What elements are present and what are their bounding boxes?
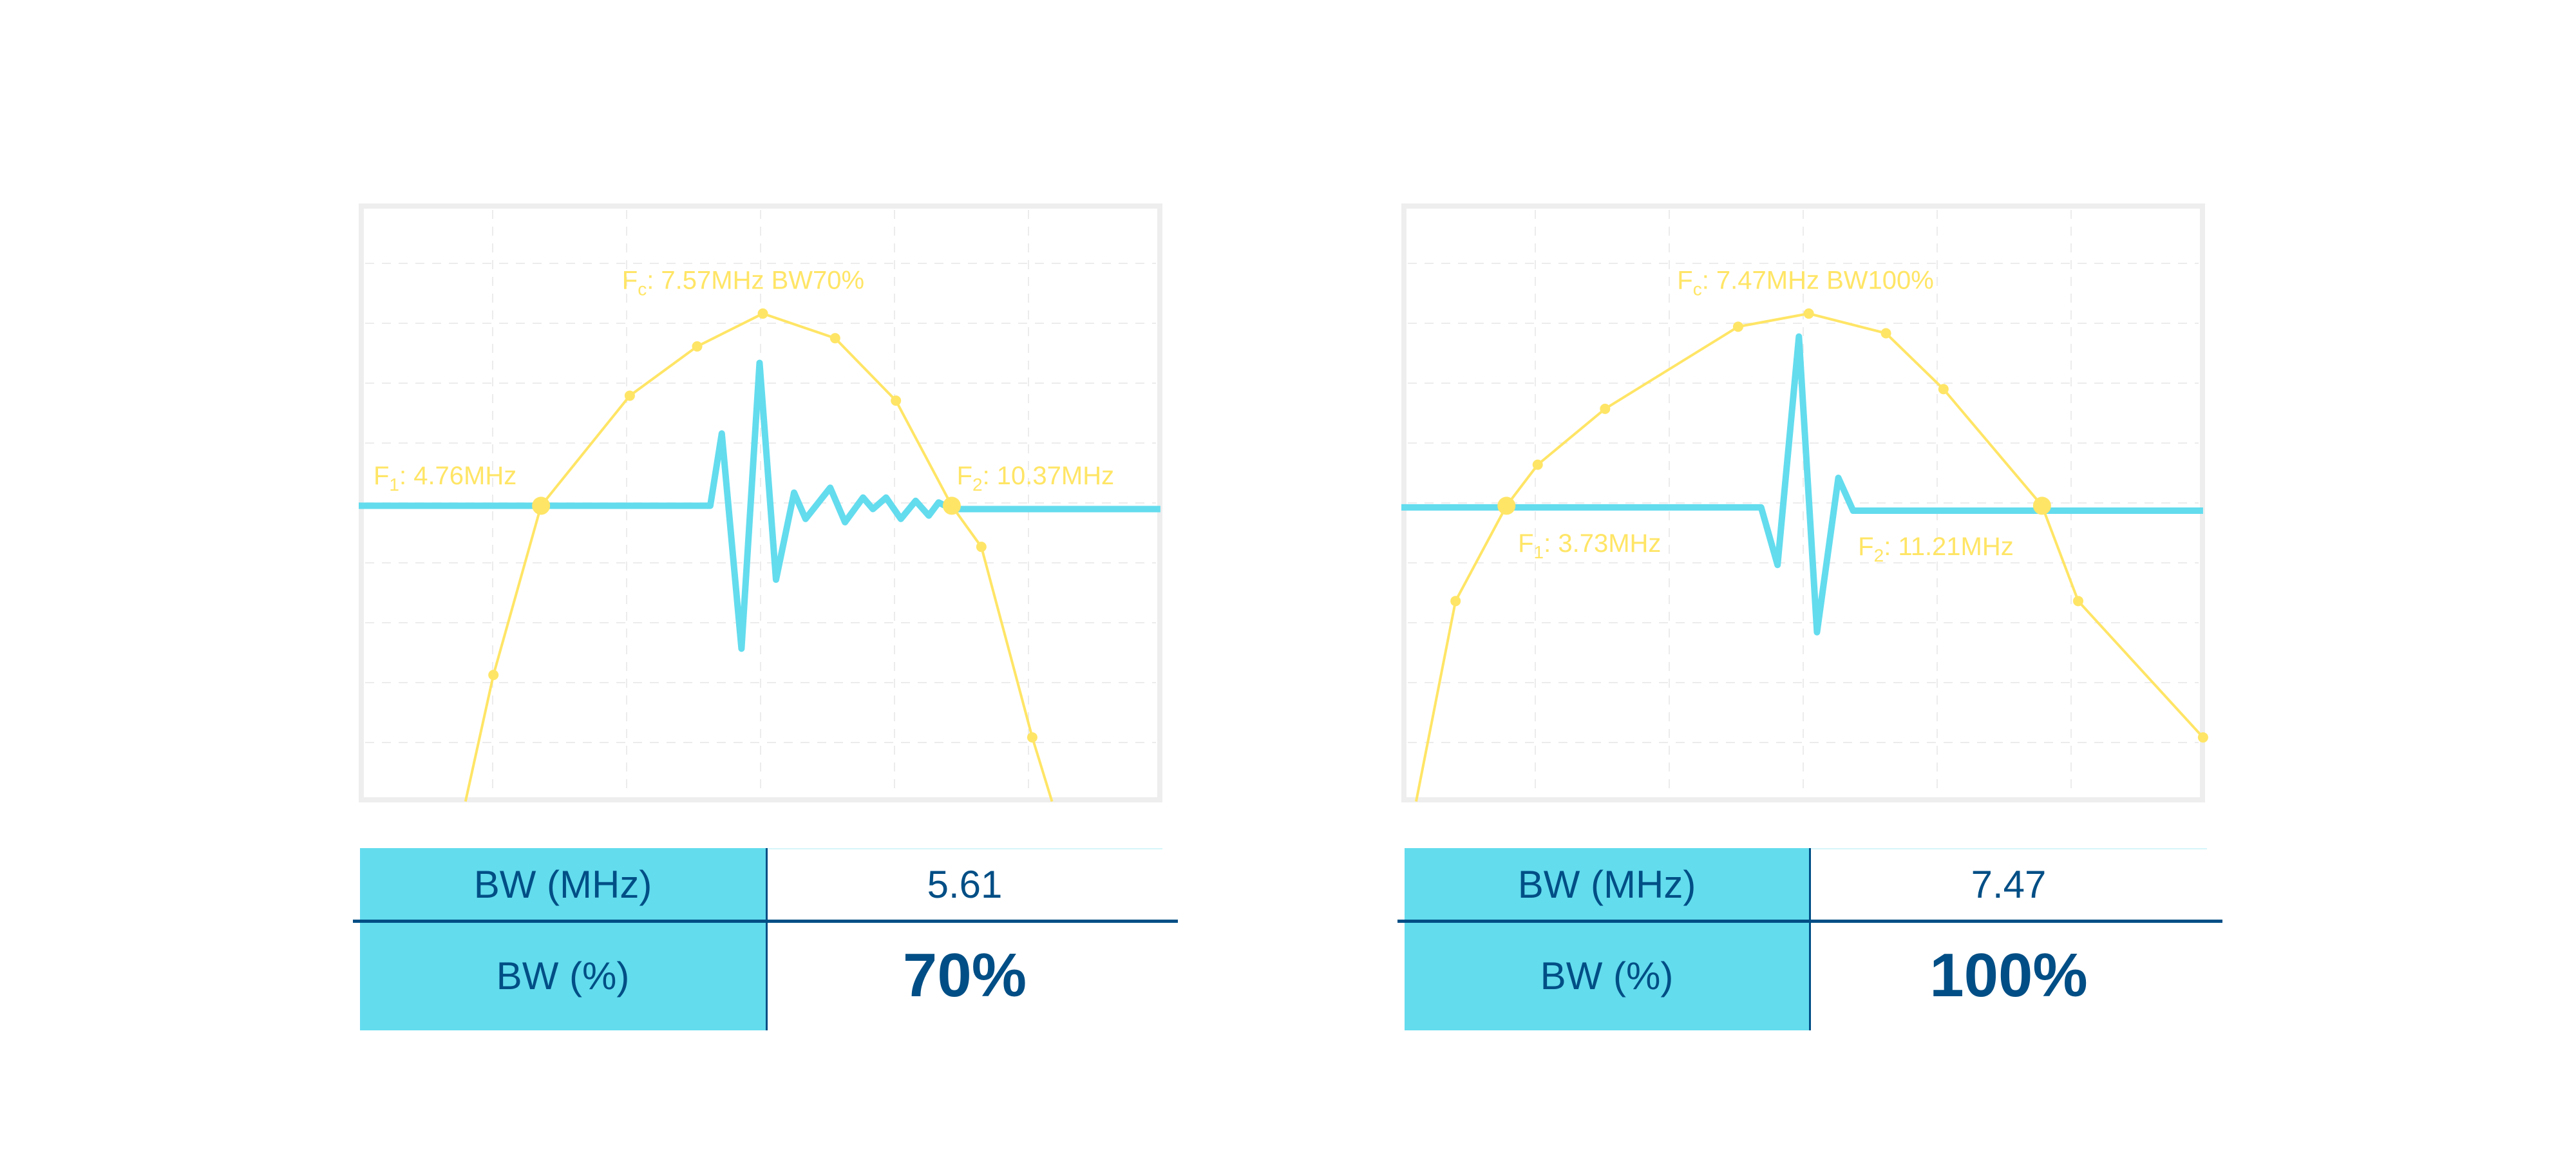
row2-label: BW (%) [360,921,766,1030]
spectrum-point [829,333,840,344]
spectrum-point [891,395,902,406]
row2-label: BW (%) [1405,921,1809,1030]
row2-value: 100% [1929,941,2088,1010]
fc-label: Fc: 7.57MHz BW70% [622,267,864,299]
row1-label: BW (MHz) [360,848,766,921]
spectrum-point [976,542,987,553]
spectrum-line [1414,312,2204,802]
column-divider [1809,848,1811,1030]
spectrum-point [1732,321,1743,332]
bandwidth-table-100: BW (MHz) BW (%) 7.47 100% [1397,848,2222,1030]
spectrum-line [464,312,1054,802]
column-divider [766,848,768,1030]
spectrum-point [2073,596,2084,607]
row-divider [1397,920,2222,923]
spectrum-point [1938,384,1949,395]
spectrum-point [1450,596,1461,607]
row1-label: BW (MHz) [1405,848,1809,921]
row2-value: 70% [902,941,1027,1010]
pulse-waveform-line [359,359,1160,652]
spectrum-point [757,308,768,319]
f1-label: F1: 3.73MHz [1518,529,1661,562]
cutoff-point [532,497,551,515]
cutoff-point [2032,497,2051,515]
fc-label: Fc: 7.47MHz BW100% [1677,267,1934,299]
f2-label: F2: 10.37MHz [957,462,1115,495]
spectrum-point [488,670,499,681]
spectrum-point [692,341,703,352]
row-divider [353,920,1178,923]
spectrum-point [2197,732,2208,743]
spectrum-point [1532,459,1543,470]
bandwidth-chart-70: Fc: 7.57MHz BW70% F1: 4.76MHz F2: 10.37M… [359,203,1162,802]
row1-value: 7.47 [1971,863,2047,906]
chart-canvas: Fc: 7.47MHz BW100% F1: 3.73MHz F2: 11.21… [1401,203,2208,802]
cutoff-point [942,497,961,515]
f2-label: F2: 11.21MHz [1858,533,2014,565]
spectrum-point [1803,308,1814,319]
chart-canvas: Fc: 7.57MHz BW70% F1: 4.76MHz F2: 10.37M… [359,203,1162,802]
row1-value: 5.61 [927,863,1003,906]
bandwidth-chart-100: Fc: 7.47MHz BW100% F1: 3.73MHz F2: 11.21… [1401,203,2208,802]
cutoff-point [1497,497,1516,515]
spectrum-point [624,390,635,401]
spectrum-point [1027,732,1037,743]
spectrum-point [1880,328,1891,339]
f1-label: F1: 4.76MHz [374,462,516,495]
chart-frame [1401,203,2205,802]
pulse-waveform-line [1401,333,2203,636]
bandwidth-table-70: BW (MHz) BW (%) 5.61 70% [353,848,1178,1030]
spectrum-point [1600,403,1611,414]
